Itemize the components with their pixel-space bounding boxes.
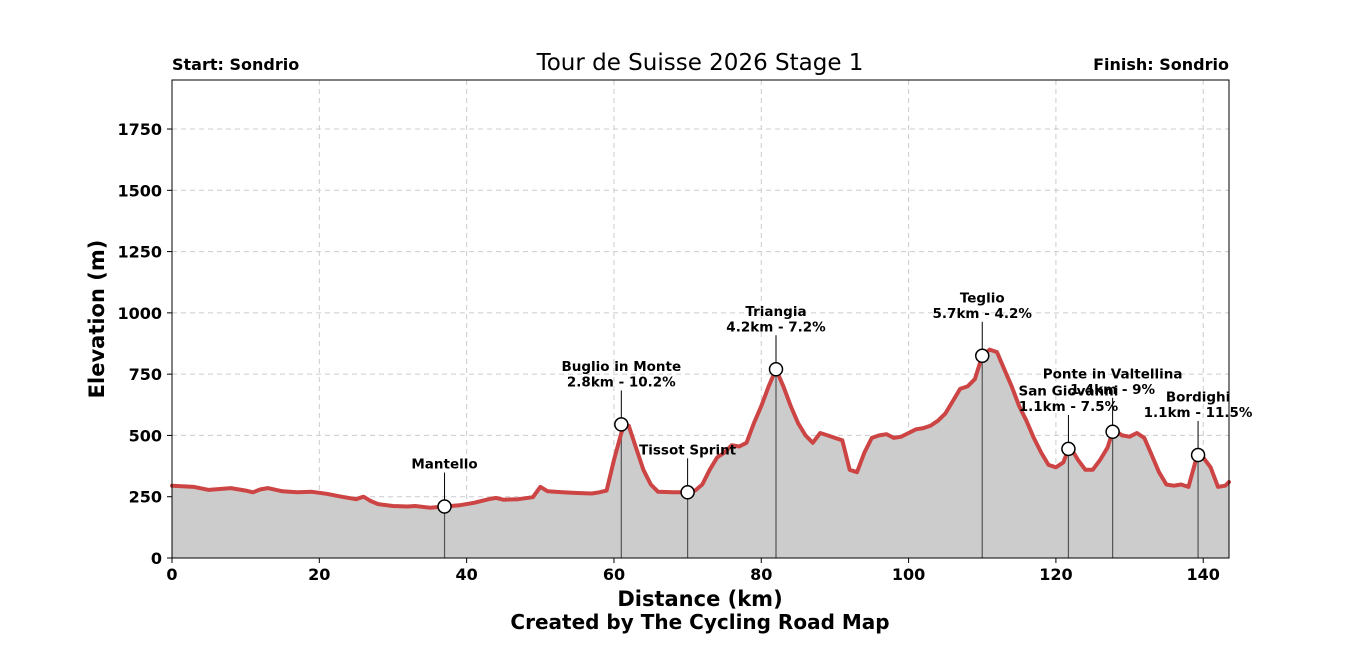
annotation-label: Mantello <box>411 457 477 473</box>
annotation-marker <box>437 499 452 514</box>
x-axis-ticks: 0 20 40 60 80 100 120 140 <box>166 558 1220 584</box>
y-axis-label: Elevation (m) <box>85 240 109 399</box>
x-tick-label: 40 <box>456 565 478 584</box>
chart-title: Tour de Suisse 2026 Stage 1 <box>536 50 864 76</box>
credit-text: Created by The Cycling Road Map <box>510 610 889 634</box>
annotation-marker <box>768 362 784 377</box>
x-tick-label: 140 <box>1187 565 1220 584</box>
elevation-area <box>172 349 1229 558</box>
y-tick-label: 1750 <box>117 120 162 139</box>
y-tick-label: 1250 <box>117 243 162 262</box>
finish-label: Finish: Sondrio <box>1093 55 1229 74</box>
x-tick-label: 60 <box>603 565 625 584</box>
y-tick-label: 250 <box>129 488 162 507</box>
annotation-label: 4.2km - 7.2% <box>726 319 826 335</box>
annotation-label: 2.8km - 10.2% <box>567 374 676 390</box>
start-label: Start: Sondrio <box>172 55 299 74</box>
annotation-markers <box>437 348 1206 514</box>
annotation-label: 1.1km - 11.5% <box>1144 405 1253 421</box>
annotation-label: Tissot Sprint <box>639 442 737 458</box>
x-tick-label: 120 <box>1039 565 1072 584</box>
annotation-label: Teglio <box>960 290 1005 306</box>
y-tick-label: 0 <box>151 549 162 568</box>
annotation-label: 1.1km - 7.5% <box>1019 399 1119 415</box>
y-tick-label: 1000 <box>117 304 162 323</box>
annotation-label: Bordighi <box>1166 390 1230 406</box>
annotation-marker <box>1190 447 1206 463</box>
annotation-label: Buglio in Monte <box>561 359 681 375</box>
annotation-marker <box>680 485 695 500</box>
annotation-marker <box>1061 441 1076 457</box>
annotation-marker <box>614 417 629 432</box>
x-tick-label: 100 <box>892 565 925 584</box>
annotation-label: Ponte in Valtellina <box>1043 366 1183 382</box>
x-tick-label: 80 <box>750 565 772 584</box>
annotation-label: 1.4km - 9% <box>1070 382 1155 398</box>
annotation-label: 5.7km - 4.2% <box>933 306 1033 322</box>
annotation-label: Triangia <box>745 304 806 320</box>
y-tick-label: 500 <box>129 426 162 445</box>
x-axis-label: Distance (km) <box>617 587 782 611</box>
annotation-label: San Giovanni <box>1018 383 1118 399</box>
elevation-line <box>170 347 1231 510</box>
x-tick-label: 20 <box>308 565 330 584</box>
y-axis-ticks: 0 250 500 750 1000 1250 1500 1750 <box>117 120 172 568</box>
y-tick-label: 750 <box>129 365 162 384</box>
y-tick-label: 1500 <box>117 181 162 200</box>
annotation-marker <box>1105 424 1120 440</box>
x-tick-label: 0 <box>166 565 177 584</box>
annotation-marker <box>974 348 990 364</box>
annotation-lines <box>443 321 1199 558</box>
plot-frame <box>171 79 1230 559</box>
